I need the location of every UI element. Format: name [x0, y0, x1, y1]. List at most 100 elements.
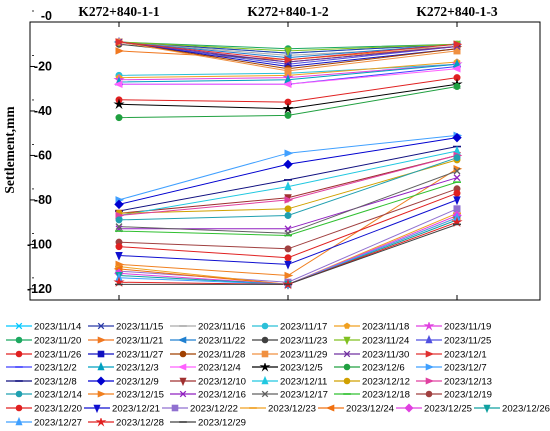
data-point	[15, 390, 23, 398]
data-point	[425, 390, 433, 398]
legend-label: 2023/12/21	[112, 404, 160, 415]
data-point	[343, 350, 351, 358]
legend-item: 2023/12/25	[396, 403, 472, 415]
data-point	[177, 363, 187, 371]
legend-item: 2023/11/16	[170, 322, 245, 333]
legend-label: 2023/12/27	[34, 418, 82, 429]
legend-item: 2023/11/21	[88, 336, 163, 347]
data-point	[284, 196, 294, 204]
legend-label: 2023/11/16	[198, 322, 245, 333]
x-stroke	[453, 174, 461, 182]
data-point	[282, 80, 292, 89]
legend-label: 2023/12/10	[198, 377, 246, 388]
legend-label: 2023/11/21	[116, 336, 163, 347]
legend-item: 2023/11/18	[334, 322, 409, 333]
legend-item: 2023/12/15	[88, 390, 164, 401]
legend-item: 2023/12/16	[170, 390, 246, 401]
legend-label: 2023/12/2	[34, 363, 77, 374]
legend-label: 2023/12/24	[346, 404, 395, 415]
legend-label: 2023/11/23	[280, 336, 327, 347]
data-point	[261, 390, 269, 398]
data-point	[453, 47, 461, 55]
data-point	[261, 336, 269, 344]
data-point	[115, 243, 123, 251]
data-point	[451, 216, 463, 227]
legend-item: 2023/12/29	[170, 418, 246, 429]
data-point	[453, 154, 461, 162]
data-point	[179, 390, 187, 398]
legend-item: 2023/12/4	[170, 363, 241, 374]
data-point	[15, 322, 23, 330]
legend-label: 2023/12/18	[362, 390, 410, 401]
legend-item: 2023/12/24	[318, 404, 395, 415]
legend-item: 2023/12/23	[240, 404, 316, 415]
legend-item: 2023/12/1	[416, 350, 487, 361]
data-point	[343, 322, 351, 329]
category-label: K272+840-1-1	[78, 4, 159, 19]
category-label: K272+840-1-2	[247, 4, 328, 19]
y-axis-ticks: -20 -40 -60 -80 -100 -120 -0	[27, 9, 458, 300]
x-stroke	[97, 322, 105, 330]
legend-label: 2023/12/13	[444, 377, 492, 388]
legend-item: 2023/12/5	[252, 363, 323, 374]
legend-label: 2023/11/14	[34, 322, 82, 333]
category-label: K272+840-1-3	[416, 4, 497, 19]
legend-label: 2023/12/29	[198, 418, 246, 429]
legend-label: 2023/12/22	[190, 404, 238, 415]
data-point	[453, 196, 461, 206]
x-stroke	[453, 167, 461, 175]
legend-item: 2023/11/23	[252, 336, 327, 347]
data-point	[284, 111, 292, 119]
data-point	[15, 416, 23, 426]
data-point	[453, 189, 461, 197]
data-point	[453, 167, 461, 175]
data-point	[97, 336, 107, 344]
legend-label: 2023/11/27	[116, 350, 163, 361]
x-stroke	[179, 390, 187, 398]
data-point	[425, 363, 435, 371]
legend-label: 2023/11/26	[34, 350, 81, 361]
data-point	[284, 67, 292, 75]
legend-item: 2023/12/6	[334, 363, 405, 374]
legend-label: 2023/11/17	[280, 322, 327, 333]
y-tick-label: -60	[34, 148, 52, 162]
legend-label: 2023/11/29	[280, 350, 327, 361]
data-point	[453, 174, 461, 182]
x-stroke	[15, 322, 23, 330]
legend-label: 2023/12/6	[362, 363, 405, 374]
legend-label: 2023/12/5	[280, 363, 323, 374]
legend-item: 2023/12/9	[88, 376, 159, 388]
y-tick-label: -40	[34, 104, 52, 118]
data-point	[343, 336, 351, 346]
data-point	[115, 223, 123, 231]
data-point	[423, 322, 435, 331]
legend-item: 2023/12/20	[6, 404, 82, 415]
legend-item: 2023/12/7	[416, 363, 487, 374]
series-points	[113, 36, 463, 290]
legend-item: 2023/11/19	[416, 322, 491, 333]
data-point	[97, 350, 105, 358]
legend-label: 2023/12/23	[268, 404, 316, 415]
legend-item: 2023/12/19	[416, 390, 492, 401]
data-point	[284, 205, 292, 213]
legend-item: 2023/12/2	[6, 363, 77, 374]
legend-item: 2023/11/30	[334, 350, 409, 361]
y-tick-label: -100	[27, 237, 52, 251]
y-tick-label: -80	[34, 193, 52, 207]
legend-label: 2023/11/25	[444, 336, 491, 347]
data-point	[325, 404, 335, 412]
legend-item: 2023/11/20	[6, 336, 81, 347]
data-point	[284, 149, 294, 157]
data-point	[451, 64, 461, 73]
y-tick-label: -20	[34, 59, 52, 73]
legend-item: 2023/11/28	[170, 350, 245, 361]
legend-label: 2023/12/1	[444, 350, 487, 361]
data-point	[97, 322, 105, 330]
category-labels: K272+840-1-1 K272+840-1-2 K272+840-1-3	[78, 4, 497, 19]
legend-item: 2023/11/24	[334, 336, 410, 347]
data-point	[179, 350, 187, 358]
legend-item: 2023/12/22	[162, 404, 238, 415]
data-point	[404, 403, 414, 413]
legend-label: 2023/12/28	[116, 418, 164, 429]
